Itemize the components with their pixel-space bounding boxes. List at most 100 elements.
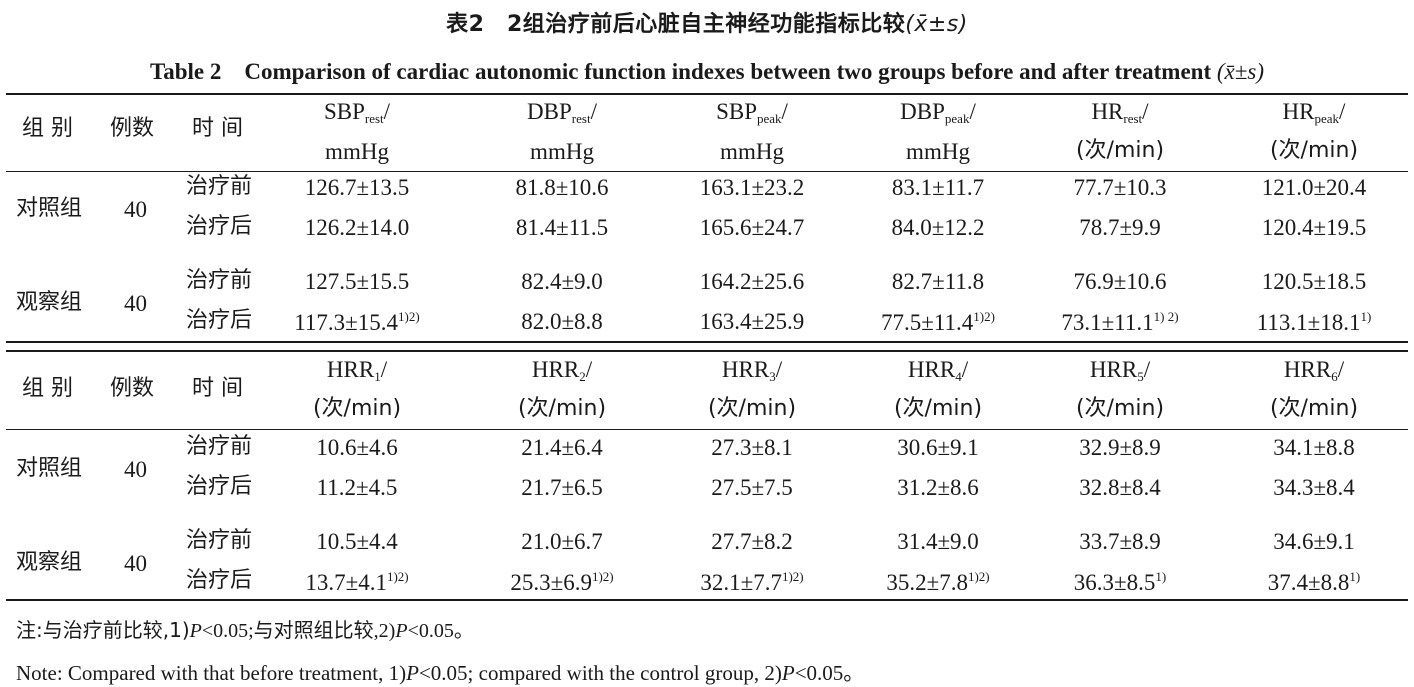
row-time: 治疗前 — [186, 434, 253, 459]
column-subscript: rest — [571, 111, 591, 126]
column-name: SBP — [323, 99, 365, 124]
value-text: 121.0±20.4 — [1261, 175, 1367, 200]
value-cell: 11.2±4.5 — [317, 476, 398, 499]
table-title-cn: 表2 2组治疗前后心脏自主神经功能指标比较(x̄±s) — [0, 6, 1414, 38]
value-text: 77.7±10.3 — [1073, 175, 1167, 200]
group-name: 观察组 — [16, 550, 83, 575]
value-cell: 34.6±9.1 — [1273, 530, 1355, 553]
column-header: DBPpeak/ — [900, 100, 976, 125]
row-time: 治疗前 — [186, 174, 253, 199]
significance-mark: 1) 2) — [1153, 309, 1179, 324]
value-cell: 83.1±11.7 — [892, 176, 984, 199]
column-slash: / — [1337, 357, 1345, 382]
value-text: 13.7±4.1 — [305, 570, 387, 595]
column-subscript: 3 — [769, 369, 776, 384]
value-text: 32.1±7.7 — [700, 570, 782, 595]
value-cell: 163.1±23.2 — [700, 176, 805, 199]
significance-mark: 1) — [1349, 569, 1361, 584]
value-cell: 31.4±9.0 — [897, 530, 979, 553]
title-cn-text: 表2 2组治疗前后心脏自主神经功能指标比较 — [446, 12, 906, 37]
column-slash: / — [585, 357, 593, 382]
group-name: 观察组 — [16, 290, 83, 315]
footnote-cn: 注:与治疗前比较,1)P<0.05;与对照组比较,2)P<0.05。 — [16, 614, 474, 643]
value-cell: 13.7±4.11)2) — [305, 570, 408, 594]
value-cell: 113.1±18.11) — [1257, 310, 1372, 334]
column-header: HRR4/ — [908, 358, 968, 383]
value-cell: 32.1±7.71)2) — [700, 570, 803, 594]
value-cell: 27.3±8.1 — [711, 436, 793, 459]
column-slash: / — [1339, 99, 1346, 124]
title-en-text: Table 2 Comparison of cardiac autonomic … — [149, 59, 1212, 84]
significance-mark: 1)2) — [386, 569, 409, 584]
header-rule-2 — [6, 429, 1408, 430]
value-cell: 126.2±14.0 — [305, 216, 410, 239]
value-text: 73.1±11.1 — [1061, 310, 1154, 335]
value-text: 37.4±8.8 — [1267, 570, 1350, 595]
column-unit: mmHg — [530, 139, 594, 164]
value-cell: 30.6±9.1 — [897, 436, 979, 459]
header-group: 组 别 — [22, 116, 73, 141]
value-cell: 120.5±18.5 — [1262, 270, 1367, 293]
column-slash: / — [1143, 357, 1151, 382]
value-text: 165.6±24.7 — [699, 215, 805, 240]
header-rule-1 — [6, 171, 1408, 172]
significance-mark: 1) — [1360, 309, 1372, 324]
column-name: SBP — [716, 99, 757, 124]
column-name: HR — [1282, 99, 1315, 124]
group-name: 对照组 — [16, 456, 83, 481]
value-cell: 33.7±8.9 — [1079, 530, 1161, 553]
table-title-en: Table 2 Comparison of cardiac autonomic … — [0, 52, 1414, 86]
value-text: 127.5±15.5 — [304, 269, 410, 294]
value-text: 81.4±11.5 — [515, 215, 609, 240]
group-name: 对照组 — [16, 196, 83, 221]
footnote-en-p-1: P — [406, 661, 419, 685]
column-subscript: peak — [944, 111, 970, 126]
footnote-cn-part-3: <0.05。 — [407, 620, 474, 642]
title-cn-stat: (x̄±s) — [905, 12, 968, 37]
column-subscript: 1 — [374, 369, 381, 384]
column-slash: / — [969, 99, 976, 124]
header-cases: 例数 — [110, 376, 155, 401]
footnote-cn-p-2: P — [395, 620, 408, 642]
value-text: 10.6±4.6 — [316, 435, 398, 460]
column-name: DBP — [900, 99, 945, 124]
value-cell: 120.4±19.5 — [1262, 216, 1367, 239]
significance-mark: 1) — [1155, 569, 1167, 584]
value-text: 10.5±4.4 — [316, 529, 398, 554]
value-cell: 27.7±8.2 — [711, 530, 793, 553]
value-text: 82.0±8.8 — [521, 309, 603, 334]
value-cell: 121.0±20.4 — [1262, 176, 1367, 199]
value-cell: 21.4±6.4 — [521, 436, 603, 459]
value-cell: 164.2±25.6 — [700, 270, 805, 293]
value-text: 84.0±12.2 — [891, 215, 985, 240]
value-text: 30.6±9.1 — [897, 435, 979, 460]
value-cell: 77.5±11.41)2) — [881, 310, 995, 334]
value-cell: 76.9±10.6 — [1073, 270, 1166, 293]
column-name: HRR — [326, 357, 375, 382]
value-text: 21.7±6.5 — [521, 475, 603, 500]
column-subscript: 6 — [1331, 369, 1338, 384]
significance-mark: 1)2) — [591, 569, 614, 584]
header-time: 时 间 — [192, 376, 243, 401]
value-cell: 73.1±11.11) 2) — [1061, 310, 1178, 334]
row-time: 治疗后 — [186, 308, 253, 333]
value-text: 27.7±8.2 — [711, 529, 793, 554]
value-cell: 82.7±11.8 — [892, 270, 984, 293]
column-name: HR — [1091, 99, 1124, 124]
significance-mark: 1)2) — [967, 569, 990, 584]
footnote-en-part-2: <0.05; compared with the control group, … — [418, 661, 782, 685]
value-text: 31.2±8.6 — [897, 475, 979, 500]
value-text: 126.2±14.0 — [304, 215, 410, 240]
column-header: SBPrest/ — [324, 100, 390, 125]
column-slash: / — [590, 99, 597, 124]
column-unit: mmHg — [325, 139, 389, 164]
column-slash: / — [383, 99, 391, 124]
column-slash: / — [1142, 99, 1149, 124]
value-cell: 10.5±4.4 — [316, 530, 398, 553]
column-unit: (次/min) — [1075, 396, 1165, 421]
column-header: HRR5/ — [1090, 358, 1150, 383]
column-unit: (次/min) — [707, 396, 797, 421]
row-time: 治疗前 — [186, 528, 253, 553]
column-header: SBPpeak/ — [716, 100, 788, 125]
